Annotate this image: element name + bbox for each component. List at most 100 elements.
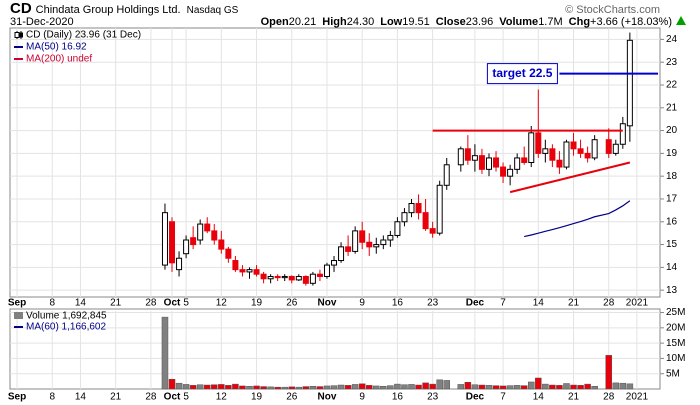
volume-bar: [380, 385, 387, 390]
candle-body: [591, 139, 598, 159]
volume-bar: [288, 386, 296, 390]
volume-bar: [485, 385, 493, 390]
x-tick-label: 23: [427, 392, 439, 403]
candle-body: [373, 244, 380, 248]
y-tick-label: 23: [666, 57, 678, 68]
trend-line: [509, 161, 631, 194]
candle-body: [478, 155, 485, 170]
y-tick-label: 10M: [666, 353, 685, 364]
volume-bar: [344, 385, 352, 390]
header-row: CD Chindata Group Holdings Ltd. Nasdaq GS …: [10, 0, 660, 17]
candle-body: [408, 203, 415, 214]
volume-bar: [464, 382, 472, 390]
x-tick-label: 28: [603, 392, 615, 403]
volume-bar: [535, 377, 542, 390]
x-tick-label: 8: [49, 392, 55, 403]
candle-body: [288, 275, 295, 281]
annotation-text: target 22.5: [492, 66, 552, 80]
x-tick-label: 19: [251, 392, 263, 403]
volume-bar: [577, 385, 584, 390]
candle-body: [338, 246, 345, 262]
annotation-box: [486, 63, 558, 85]
candle-body: [612, 143, 619, 154]
x-tick-label: 12: [216, 298, 228, 309]
candle-body: [521, 157, 528, 163]
exchange: Nasdaq GS: [186, 5, 239, 16]
volume-bar: [161, 316, 169, 390]
volume-bar: [556, 385, 563, 390]
candle-body: [161, 212, 168, 266]
candle-body: [443, 164, 450, 186]
x-tick-label: 16: [392, 392, 404, 403]
volume-bar: [330, 385, 338, 390]
volume-bar: [584, 383, 591, 390]
volume-bar: [387, 385, 394, 390]
candle-body: [493, 157, 500, 168]
candle-body: [253, 269, 260, 275]
x-tick-label: 9: [359, 392, 365, 403]
legend-label: CD (Daily) 23.96 (31 Dec): [26, 30, 141, 41]
volume-bar: [189, 385, 197, 390]
volume-bar: [457, 384, 465, 390]
y-tick-label: 24: [666, 34, 678, 45]
volume-bar: [422, 382, 429, 390]
stat-value: 24.30: [346, 16, 375, 28]
x-tick-label: 16: [392, 298, 404, 309]
candle-body: [169, 221, 176, 264]
candle-body: [436, 184, 443, 234]
date: 31-Dec-2020: [10, 16, 74, 28]
volume-bar: [203, 384, 211, 390]
volume-bar: [626, 383, 634, 390]
candle-body: [429, 228, 436, 234]
x-tick-label: 21: [110, 392, 122, 403]
candle-body: [352, 230, 359, 252]
stat-value: 19.51: [402, 16, 430, 28]
candle-body: [626, 39, 633, 127]
volume-bar: [337, 384, 345, 390]
candle-body: [211, 230, 218, 241]
volume-bar: [211, 384, 218, 390]
volume-bar: [528, 381, 535, 390]
x-tick-label: 14: [75, 392, 87, 403]
x-tick-label: 23: [427, 298, 439, 309]
x-tick-label: 19: [251, 298, 263, 309]
candle-body: [577, 148, 584, 154]
y-tick-label: 20M: [666, 322, 685, 333]
y-tick-label: 5M: [666, 368, 680, 379]
x-tick-label: Oct: [164, 298, 181, 309]
candle-body: [549, 148, 556, 161]
candle-body: [267, 275, 274, 280]
copyright: © StockCharts.com: [565, 4, 660, 16]
candle-body: [394, 221, 401, 236]
candle-body: [464, 148, 471, 161]
volume-bar: [415, 384, 422, 390]
volume-bar: [513, 385, 521, 390]
stat-value: 20.21: [288, 16, 317, 28]
x-tick-label: Nov: [318, 298, 337, 309]
legend-icon: [19, 32, 23, 38]
x-tick-label: Oct: [164, 392, 181, 403]
x-tick-label: 14: [533, 392, 545, 403]
candle-body: [295, 275, 302, 281]
title-group: CD Chindata Group Holdings Ltd. Nasdaq GS: [10, 0, 238, 17]
candle-body: [605, 139, 612, 154]
x-tick-label: 28: [145, 392, 157, 403]
volume-bar: [239, 385, 246, 390]
volume-bar: [260, 386, 267, 390]
volume-bar: [570, 384, 577, 390]
volume-bar: [351, 384, 359, 390]
volume-bar: [175, 382, 183, 390]
x-tick-label: Dec: [466, 392, 485, 403]
x-tick-label: Sep: [8, 298, 26, 309]
candle-body: [507, 168, 514, 177]
stat-label: Chg: [568, 16, 591, 28]
volume-bar: [549, 384, 556, 390]
legend-label: MA(200) undef: [26, 54, 92, 65]
stat-value: 1.7M: [538, 16, 563, 28]
stat-label: Low: [380, 16, 403, 28]
up-arrow: [676, 16, 686, 25]
volume-bar: [471, 384, 479, 390]
candle-body: [542, 148, 549, 154]
